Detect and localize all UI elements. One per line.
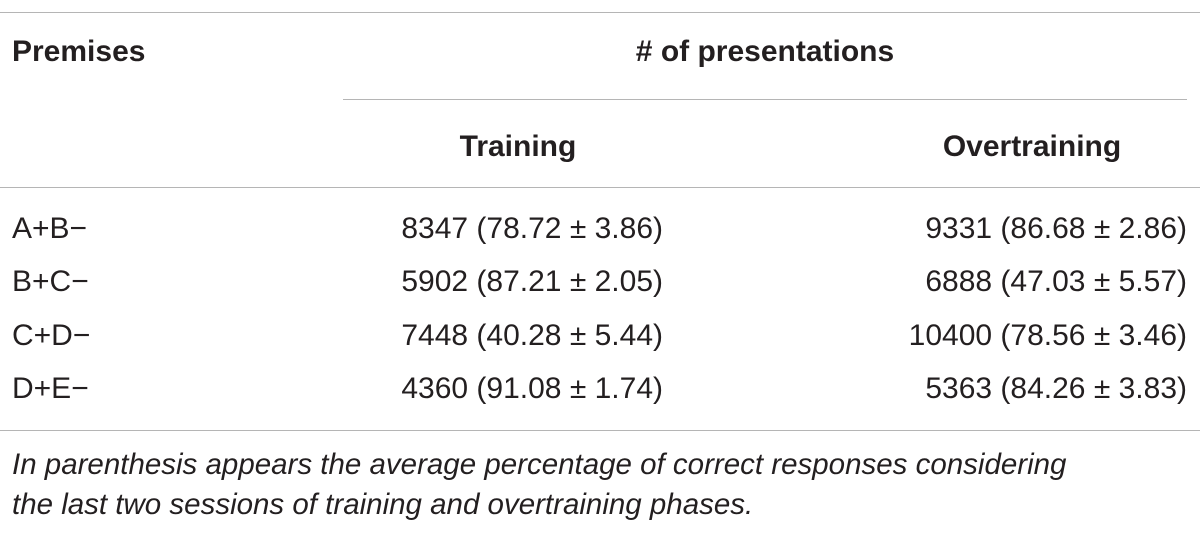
table-cell: 5363 (84.26 ± 3.83) xyxy=(925,371,1187,405)
bottom-rule xyxy=(0,430,1200,431)
table-cell: D+E− xyxy=(12,371,89,405)
premises-header: Premises xyxy=(12,35,146,68)
table-cell: 7448 (40.28 ± 5.44) xyxy=(401,318,663,352)
table-cell: C+D− xyxy=(12,318,91,352)
group-rule xyxy=(343,99,1187,100)
table-cell: A+B− xyxy=(12,212,88,245)
table-cell: 8347 (78.72 ± 3.86) xyxy=(401,212,663,245)
table-cell: 6888 (47.03 ± 5.57) xyxy=(925,265,1187,299)
table-cell: 9331 (86.68 ± 2.86) xyxy=(925,212,1187,245)
footnote-line: In parenthesis appears the average perce… xyxy=(12,448,1067,481)
column-header: Training xyxy=(459,130,577,163)
header-rule xyxy=(0,187,1200,188)
table-cell: 5902 (87.21 ± 2.05) xyxy=(401,265,663,299)
table-cell: 4360 (91.08 ± 1.74) xyxy=(401,371,663,405)
footnote-line: the last two sessions of training and ov… xyxy=(12,488,754,521)
column-header: Overtraining xyxy=(942,130,1122,163)
table-cell: 10400 (78.56 ± 3.46) xyxy=(908,318,1187,352)
group-header: # of presentations xyxy=(635,35,895,68)
table-cell: B+C− xyxy=(12,265,89,299)
top-rule xyxy=(0,12,1200,13)
